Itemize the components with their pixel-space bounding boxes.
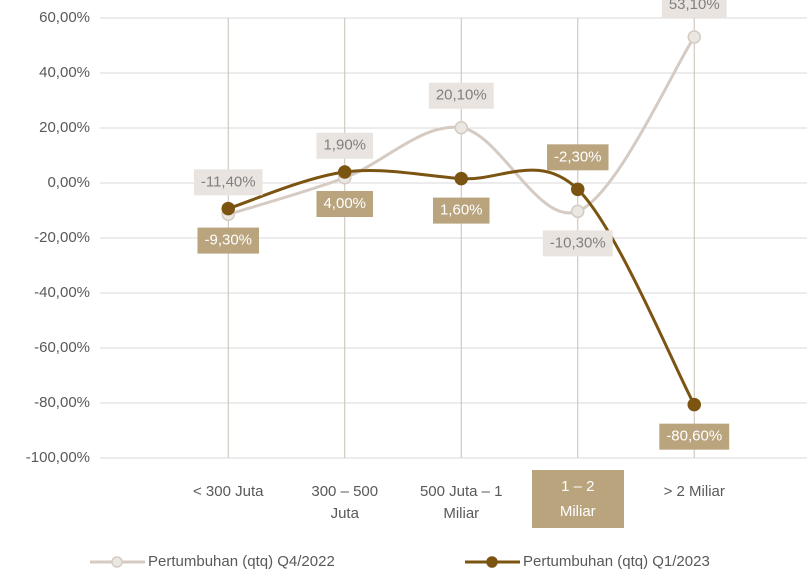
data-label: 1,90% [323,137,366,154]
series-line [227,36,696,216]
data-label-box [661,0,727,18]
x-tick-label: 1 – 2 Miliar [531,470,624,528]
data-label-box [193,169,263,196]
data-label: -9,30% [204,232,252,249]
y-tick-label: -40,00% [34,284,90,301]
point-marker [221,201,235,216]
x-tick-label: 500 Juta – 1 Miliar [419,483,503,522]
point-marker [687,397,701,412]
point-marker [454,171,468,186]
data-label: -2,30% [554,148,602,165]
x-tick-label: < 300 Juta [193,483,264,500]
legend-marker [486,556,498,568]
data-label: 4,00% [323,195,366,212]
data-label-box [432,197,490,224]
point-marker [687,30,701,44]
y-tick-label: -80,00% [34,394,90,411]
y-tick-label: 40,00% [39,64,90,81]
x-tick-label: > 2 Miliar [663,483,725,500]
legend-label: Pertumbuhan (qtq) Q4/2022 [148,553,335,570]
y-tick-label: 0,00% [47,174,90,191]
y-tick-label: 20,00% [39,119,90,136]
y-tick-label: -100,00% [26,449,90,466]
point-marker [454,120,468,135]
data-label: 53,10% [669,0,720,13]
data-label: 1,60% [440,202,483,219]
series-line [227,168,696,406]
data-label-box [316,132,374,159]
data-label-box [546,144,609,171]
data-label-box [197,227,260,254]
data-label-box [316,191,374,217]
legend-label: Pertumbuhan (qtq) Q1/2023 [523,553,710,570]
data-label-box [542,230,613,257]
y-tick-label: 60,00% [39,9,90,26]
data-label-box [659,423,730,450]
data-label: 20,10% [436,87,487,104]
data-label: -10,30% [550,234,606,251]
y-tick-label: -20,00% [34,229,90,246]
data-label: -80,60% [666,428,722,445]
x-tick-label: 300 – 500 Juta [311,483,379,522]
y-tick-label: -60,00% [34,339,90,356]
legend-marker [111,556,123,568]
data-label-box [428,82,494,109]
point-marker [571,182,585,197]
point-marker [571,204,585,219]
data-label: -11,40% [201,173,256,190]
point-marker [338,165,352,179]
